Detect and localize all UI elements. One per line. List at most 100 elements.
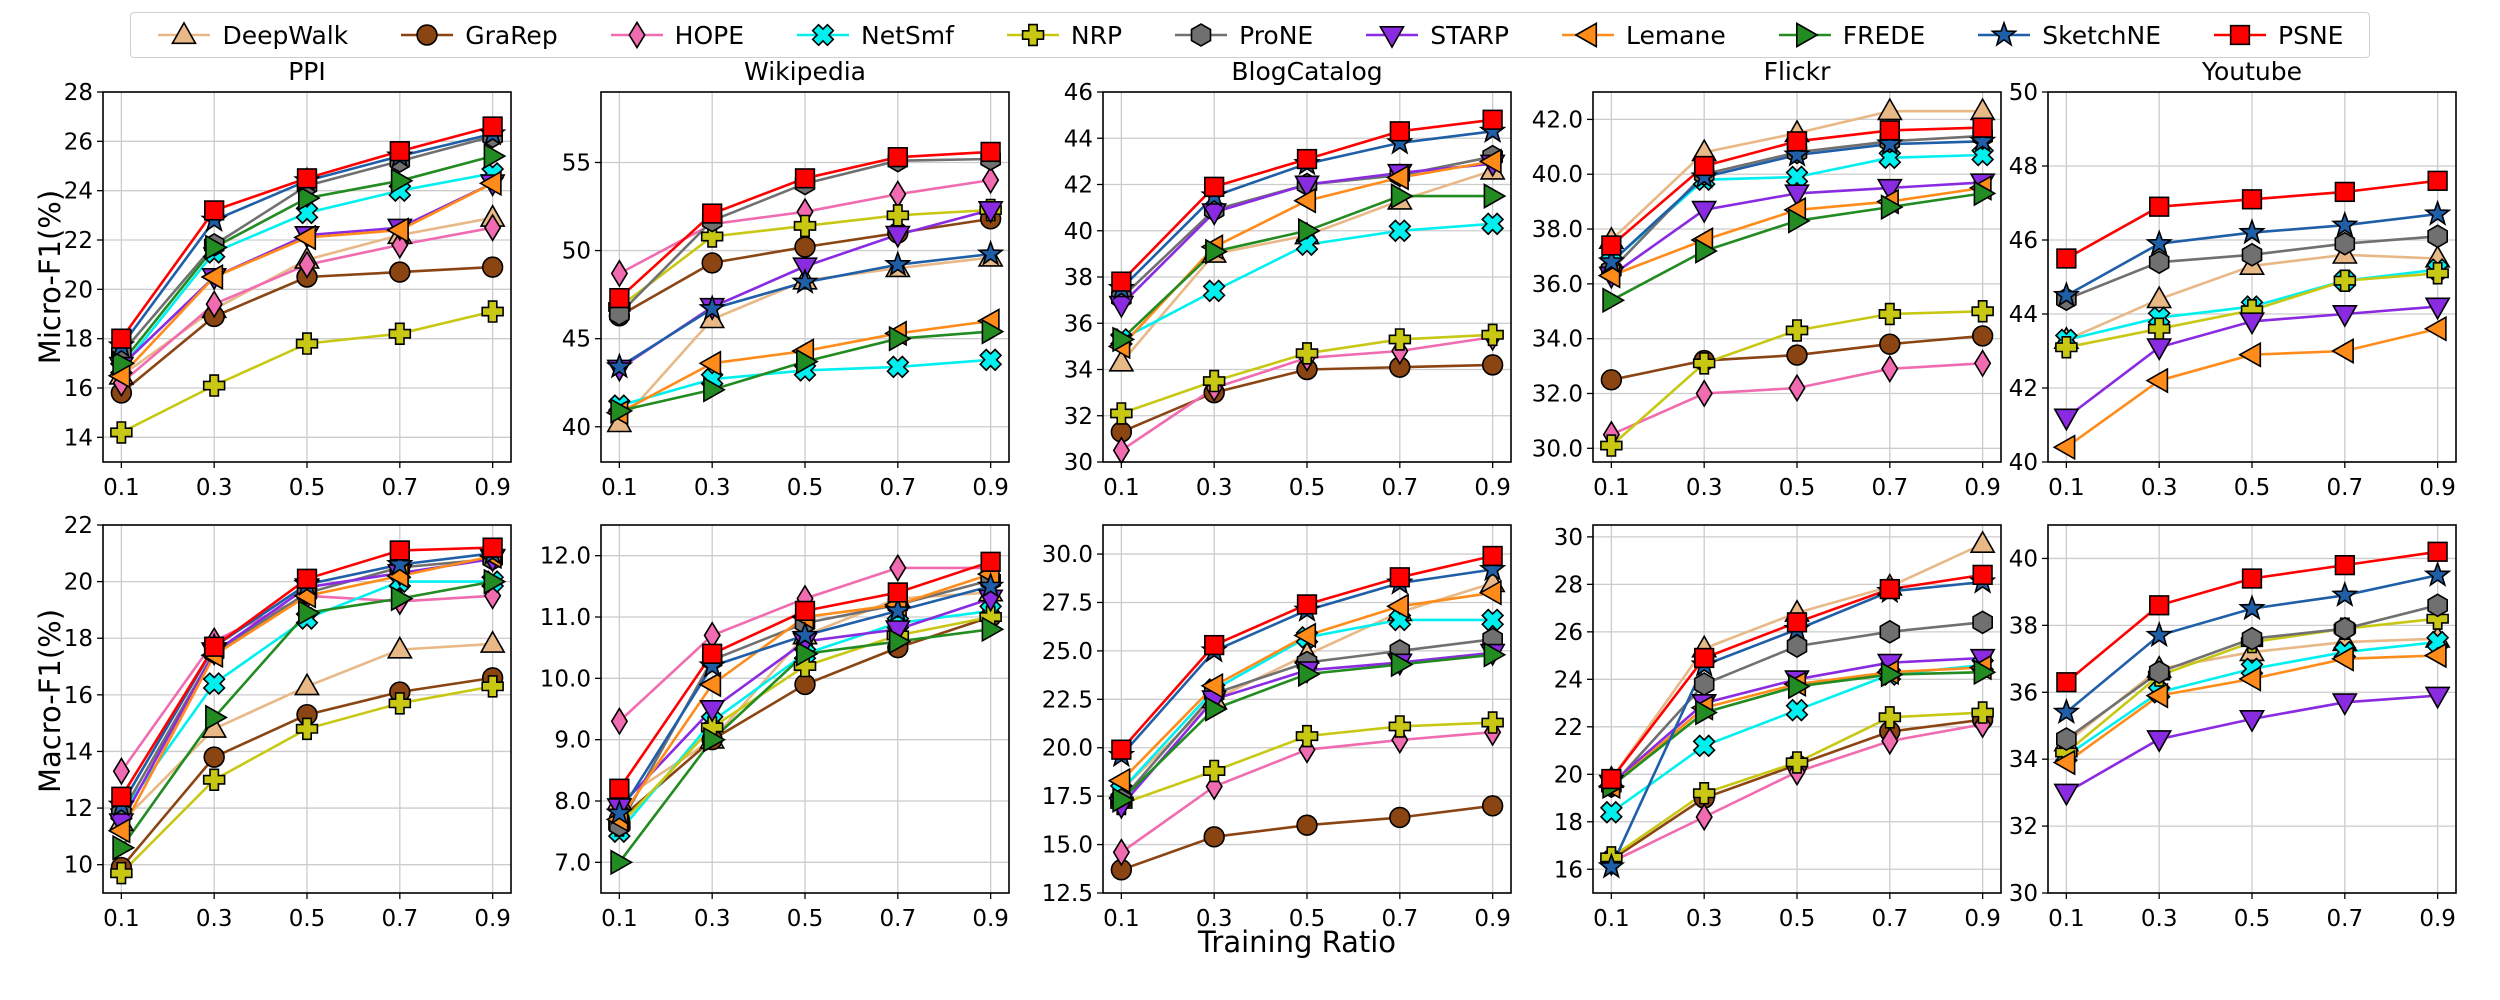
data-point-lemane [698,671,722,698]
data-point-lemane [107,817,131,844]
data-point-psne [1389,567,1410,588]
data-point-nrp [1878,302,1902,326]
data-point-starp [2424,297,2451,321]
data-point-starp [884,225,911,249]
x-tick-label: 0.3 [1686,906,1723,932]
y-tick-label: 12.5 [1042,881,1093,907]
data-point-psne [609,287,630,309]
data-point-frede [390,585,414,612]
legend-marker [2229,24,2251,46]
y-tick-label: 30 [2009,881,2038,907]
data-point-lemane [2145,682,2169,709]
data-point-frede [1788,207,1811,234]
plot-frame [600,91,1010,463]
plot-frame [102,91,512,463]
data-point-psne [1786,131,1808,152]
y-tick-label: 7.0 [554,850,591,876]
x-tick-label: 0.3 [694,475,731,501]
data-point-nrp [295,717,319,741]
legend-marker [1990,20,2019,47]
data-point-nrp [1692,781,1716,805]
x-tick-label: 0.5 [1289,475,1326,501]
y-tick-label: 46 [1064,80,1093,106]
data-point-lemane [293,224,317,251]
legend-label: SketchNE [2042,20,2162,50]
legend-label: ProNE [1239,20,1314,50]
y-tick-label: 36 [1064,311,1093,337]
data-point-nrp [793,654,817,678]
data-point-prone [1879,619,1901,644]
data-point-frede [297,599,321,626]
data-point-grarep [794,673,816,696]
data-point-frede [1880,661,1904,688]
data-point-lemane [1386,164,1409,191]
data-point-grarep [389,261,411,283]
data-point-frede [610,398,634,424]
data-point-nrp [793,214,817,238]
x-tick-label: 0.3 [2141,475,2178,501]
data-point-grarep [794,236,816,258]
plot-frame [1592,91,2002,463]
data-point-deepwalk [294,672,320,696]
chart-title: BlogCatalog [1231,57,1382,86]
x-tick-label: 0.3 [1196,475,1233,501]
data-point-frede [112,834,136,861]
y-tick-label: 45 [562,327,591,353]
data-point-psne [1111,739,1132,760]
data-point-sketchne [605,798,634,826]
data-point-starp [2053,408,2080,432]
data-point-starp [2239,709,2265,733]
data-point-nrp [1295,724,1319,748]
legend-marker [1574,22,1598,48]
data-point-netsmf [886,355,910,379]
data-point-netsmf [1481,212,1505,236]
data-point-sketchne [2145,620,2173,648]
data-point-starp [2331,693,2358,717]
chart-panel-3: 30.0 32.0 34.0 36.0 38.0 40.0 42.0 0.1 0.3 0.5 0.7… [1532,57,2002,501]
x-tick-label: 0.5 [787,906,824,932]
data-point-sketchne [791,267,819,295]
data-point-lemane [2238,341,2262,368]
data-point-nrp [1388,328,1412,351]
data-point-grarep [1971,325,1994,347]
legend-item-nrp: NRP [1005,20,1122,50]
data-point-sketchne [1597,852,1626,879]
data-point-sketchne [884,250,912,277]
data-point-nrp [202,768,226,792]
data-point-starp [977,201,1004,224]
data-point-prone [1972,610,1993,635]
legend-item-grarep: GraRep [399,20,558,50]
legend-label: FREDE [1842,20,1926,50]
data-point-psne [1972,564,1993,586]
y-tick-label: 40 [2009,450,2038,476]
legend-item-prone: ProNE [1173,20,1313,50]
x-tick-label: 0.1 [103,906,140,932]
data-point-frede [703,726,726,753]
data-point-lemane [478,170,502,197]
y-tick-label: 34 [2009,747,2038,773]
y-tick-label: 38 [1064,265,1093,291]
data-point-hope [1695,379,1713,408]
data-point-frede [1112,326,1136,353]
x-tick-label: 0.1 [1103,906,1140,932]
data-point-nrp [481,300,504,323]
y-tick-label: 30.0 [1042,542,1093,568]
y-tick-label: 20 [1554,762,1583,788]
y-tick-label: 44 [1064,126,1093,152]
x-tick-label: 0.1 [1593,906,1630,932]
data-point-frede [795,348,819,375]
data-point-lemane [2423,642,2447,669]
data-point-psne [702,643,723,664]
data-point-starp [1876,178,1903,202]
data-point-netsmf [1692,734,1716,758]
x-tick-label: 0.9 [2419,475,2456,501]
chart-title: Youtube [2201,57,2302,86]
y-tick-label: 18 [64,626,93,652]
data-point-lemane [1293,622,1317,649]
x-tick-label: 0.5 [787,475,824,501]
y-tick-label: 16 [64,376,93,402]
y-tick-label: 9.0 [554,728,591,754]
y-tick-label: 32.0 [1532,381,1583,407]
data-point-prone [2241,626,2263,651]
